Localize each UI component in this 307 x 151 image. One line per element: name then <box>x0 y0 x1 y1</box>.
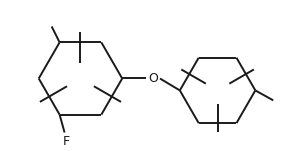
Text: O: O <box>148 72 158 85</box>
Text: F: F <box>63 135 70 148</box>
